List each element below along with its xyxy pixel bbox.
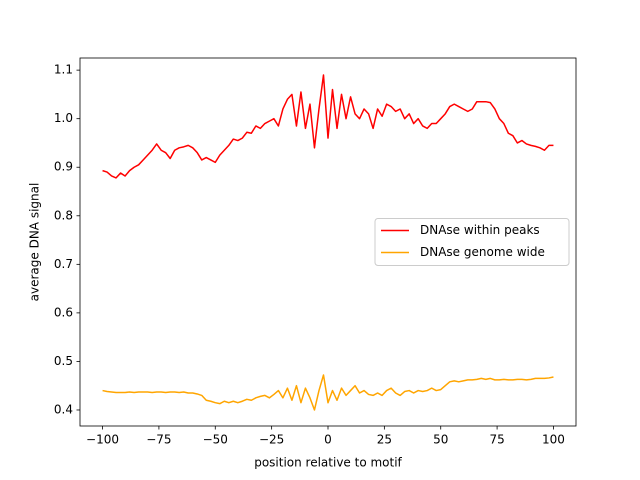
- y-tick-label: 0.4: [54, 402, 73, 416]
- y-tick-label: 0.9: [54, 160, 73, 174]
- y-axis-label: average DNA signal: [28, 183, 42, 302]
- data-line: [102, 74, 554, 179]
- legend-label: DNAse within peaks: [420, 223, 540, 237]
- x-tick-label: 50: [433, 433, 448, 447]
- x-tick-label: 75: [489, 433, 504, 447]
- x-tick-label: −50: [203, 433, 228, 447]
- y-tick-label: 1.0: [54, 111, 73, 125]
- y-tick-label: 0.5: [54, 354, 73, 368]
- y-tick-label: 0.8: [54, 208, 73, 222]
- data-line: [102, 374, 554, 411]
- x-tick-label: −25: [259, 433, 284, 447]
- legend-label: DNAse genome wide: [420, 245, 545, 259]
- x-tick-label: −75: [146, 433, 171, 447]
- x-axis-label: position relative to motif: [254, 456, 402, 470]
- y-tick-label: 0.7: [54, 257, 73, 271]
- y-tick-label: 1.1: [54, 63, 73, 77]
- y-tick-label: 0.6: [54, 305, 73, 319]
- legend: DNAse within peaks DNAse genome wide: [374, 218, 570, 266]
- x-tick-label: −100: [86, 433, 119, 447]
- legend-box: [374, 218, 570, 266]
- x-tick-label: 0: [324, 433, 332, 447]
- x-tick-label: 100: [542, 433, 565, 447]
- plot-frame: [79, 57, 577, 427]
- x-tick-label: 25: [377, 433, 392, 447]
